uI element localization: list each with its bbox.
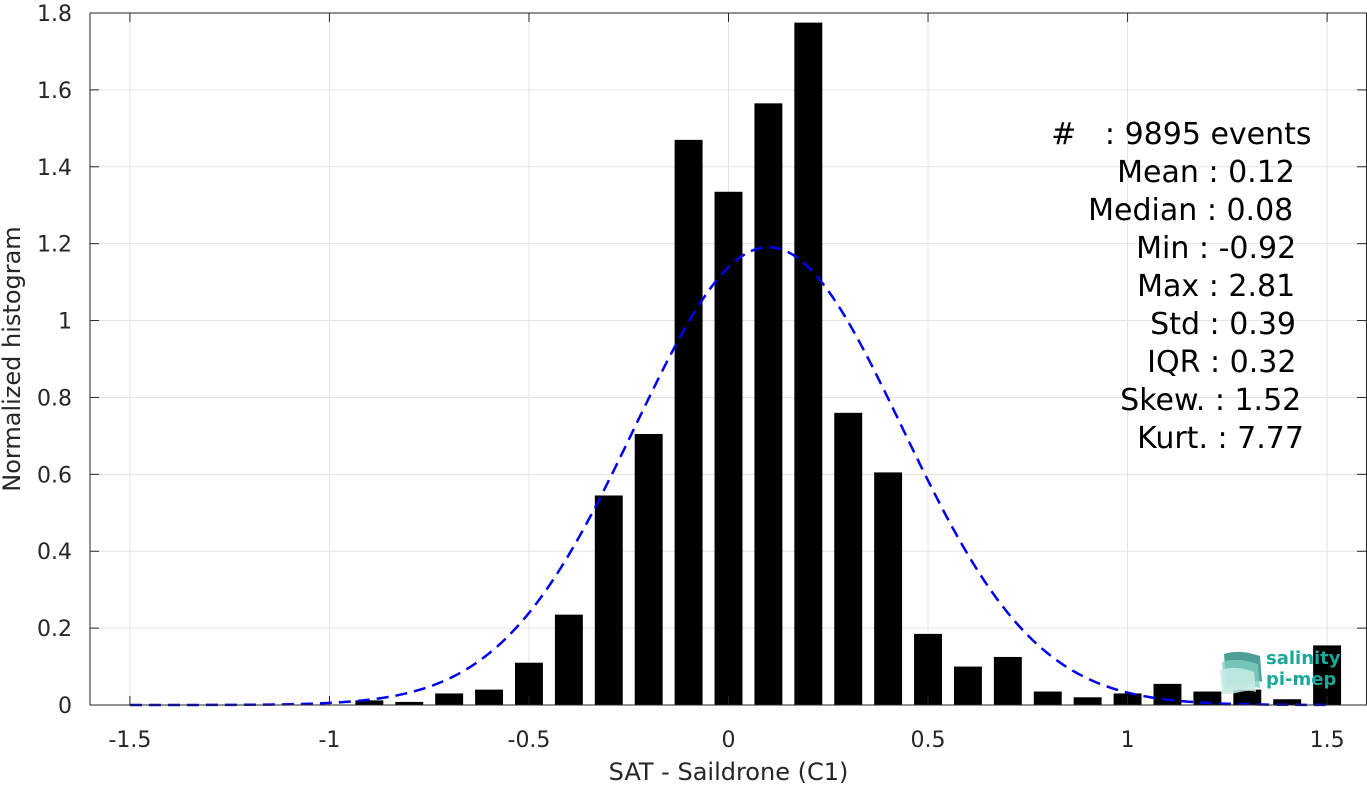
stat-count-name: #: [1051, 117, 1096, 152]
stat-mean: Mean : 0.12: [1117, 155, 1295, 190]
x-axis-label: SAT - Saildrone (C1): [609, 758, 849, 785]
histogram-bar: [834, 412, 863, 705]
stat-kurt-value: 7.77: [1237, 421, 1304, 456]
histogram-bar: [594, 495, 623, 705]
histogram-bar: [634, 433, 663, 705]
salinity-pimep-logo: salinity pi-mep: [1218, 648, 1348, 696]
stat-max: Max : 2.81: [1137, 269, 1296, 304]
x-tick-label: 0.5: [911, 728, 946, 753]
histogram-bar: [435, 693, 464, 705]
stat-max-value: 2.81: [1228, 269, 1296, 304]
histogram-bar: [395, 701, 424, 705]
stat-median-value: 0.08: [1226, 193, 1294, 228]
x-tick-label: -1: [318, 728, 340, 753]
y-tick-label: 1.2: [37, 233, 72, 258]
stat-mean-name: Mean: [1117, 155, 1199, 190]
stat-min-value: -0.92: [1218, 231, 1297, 266]
histogram-bar: [714, 191, 743, 705]
histogram-bar: [874, 472, 903, 705]
stat-kurt-name: Kurt.: [1137, 421, 1208, 456]
histogram-bar: [554, 614, 583, 705]
x-tick-label: 0: [722, 728, 736, 753]
histogram-bar: [993, 656, 1022, 705]
stat-std: Std : 0.39: [1150, 307, 1296, 342]
y-tick-label: 0.6: [37, 463, 72, 488]
stat-skew-value: 1.52: [1234, 383, 1302, 418]
x-tick-label: -1.5: [108, 728, 151, 753]
histogram-bar: [754, 103, 783, 706]
histogram-bar: [1153, 683, 1182, 705]
histogram-bar: [674, 139, 703, 705]
stat-median-name: Median: [1088, 193, 1198, 228]
histogram-bar: [355, 700, 384, 705]
stat-std-name: Std: [1150, 307, 1201, 342]
y-tick-label: 0.2: [37, 617, 72, 642]
stat-iqr-name: IQR: [1147, 345, 1201, 380]
histogram-bar: [1073, 697, 1102, 705]
y-tick-label: 1.6: [37, 79, 72, 104]
y-axis-label: Normalized histogram: [0, 226, 26, 491]
y-tick-label: 0: [58, 694, 72, 719]
logo-text: salinity pi-mep: [1266, 648, 1341, 690]
y-tick-label: 0.8: [37, 386, 72, 411]
x-tick-label: 1: [1121, 728, 1135, 753]
stat-count-value: 9895 events: [1124, 117, 1312, 152]
histogram-bar: [1033, 691, 1062, 705]
logo-line-1: salinity: [1266, 648, 1341, 669]
stat-median: Median : 0.08: [1088, 193, 1294, 228]
stat-min: Min : -0.92: [1136, 231, 1297, 266]
histogram-bar: [1233, 689, 1262, 705]
stat-iqr-value: 0.32: [1229, 345, 1297, 380]
logo-wave-icon: [1220, 651, 1262, 695]
stat-mean-value: 0.12: [1228, 155, 1295, 190]
ticks: -1.5 -1 -0.5 0 0.5 1 1.5 0 0.2 0.4 0.6 0.8 1 1.2 1.4 1.…: [37, 2, 1366, 753]
y-tick-label: 0.4: [37, 540, 72, 565]
bars: [355, 22, 1342, 706]
histogram-bar: [475, 689, 504, 705]
stat-skew: Skew. : 1.52: [1120, 383, 1302, 418]
y-tick-label: 1.4: [37, 156, 72, 181]
histogram-bar: [794, 22, 823, 706]
stat-min-name: Min: [1136, 231, 1190, 266]
x-tick-label: -0.5: [508, 728, 551, 753]
stat-count: # : 9895 events: [1051, 117, 1312, 152]
histogram-bar: [1313, 645, 1342, 705]
y-tick-label: 1.8: [37, 2, 72, 27]
stat-std-value: 0.39: [1229, 307, 1296, 342]
histogram-bar: [914, 633, 942, 705]
stat-iqr: IQR : 0.32: [1147, 345, 1297, 380]
histogram-bar: [1273, 699, 1302, 705]
stat-skew-name: Skew.: [1120, 383, 1206, 418]
stat-max-name: Max: [1137, 269, 1200, 304]
y-tick-label: 1: [58, 310, 72, 335]
logo-line-2: pi-mep: [1266, 669, 1337, 690]
histogram-bar: [953, 666, 982, 705]
stat-kurt: Kurt. : 7.77: [1137, 421, 1304, 456]
x-tick-label: 1.5: [1310, 728, 1345, 753]
